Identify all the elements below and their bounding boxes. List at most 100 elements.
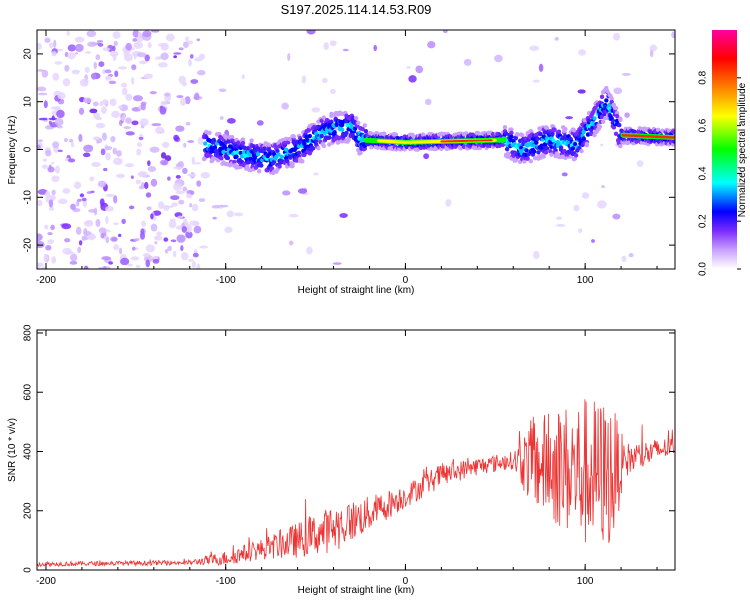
spectrogram-noise-blob — [105, 152, 111, 161]
spectrogram-noise-blob — [591, 239, 595, 243]
spectrogram-noise-blob — [313, 172, 319, 176]
spectrogram-noise-blob — [145, 244, 156, 253]
spectrogram-ytick-label: 0 — [23, 146, 34, 152]
snr-ytick-label: 400 — [23, 443, 34, 460]
spectrogram-noise-blob — [79, 193, 85, 198]
spectrogram-noise-blob — [47, 232, 53, 236]
spectrogram-noise-blob — [649, 49, 654, 58]
spectrogram-noise-blob — [138, 60, 148, 65]
snr-ylabel: SNR (10 * v/v) — [7, 418, 18, 482]
spectrogram-noise-blob — [160, 152, 167, 159]
spectrogram-band-blob — [262, 146, 267, 151]
spectrogram-noise-blob — [323, 42, 329, 51]
spectrogram-band-blob — [321, 115, 327, 120]
spectrogram-noise-blob — [612, 32, 621, 41]
spectrogram-noise-blob — [144, 181, 149, 189]
snr-xtick-label: -100 — [216, 576, 236, 587]
spectrogram-noise-blob — [193, 225, 202, 234]
spectrogram-noise-blob — [66, 30, 70, 37]
spectrogram-noise-blob — [50, 224, 55, 231]
spectrogram-noise-blob — [118, 66, 127, 70]
spectrogram-band-blob — [279, 154, 284, 160]
spectrogram-noise-blob — [332, 262, 342, 265]
spectrogram-noise-blob — [99, 198, 105, 207]
spectrogram-band-blob — [584, 141, 590, 147]
spectrogram-band-blob — [524, 148, 529, 153]
spectrogram-noise-blob — [51, 175, 60, 183]
spectrogram-noise-blob — [124, 163, 135, 168]
spectrogram-band-blob — [259, 163, 264, 168]
spectrogram-band-blob — [506, 154, 511, 159]
spectrogram-noise-blob — [83, 265, 89, 269]
snr-xtick-label: 0 — [403, 576, 409, 587]
colorbar-tick-label: 0.8 — [698, 70, 709, 84]
spectrogram-noise-blob — [427, 41, 436, 49]
spectrogram-noise-blob — [131, 77, 135, 85]
spectrogram-noise-blob — [415, 65, 424, 74]
spectrogram-noise-blob — [138, 136, 144, 140]
spectrogram-noise-blob — [445, 199, 452, 207]
spectrogram-band-blob — [275, 148, 280, 154]
spectrogram-noise-blob — [170, 239, 177, 243]
spectrogram-band-blob — [203, 141, 208, 146]
spectrogram-noise-blob — [51, 161, 55, 165]
spectrogram-band-blob — [245, 164, 250, 169]
spectrogram-band-blob — [219, 156, 224, 161]
spectrogram-band-blob — [276, 152, 281, 157]
spectrogram-noise-blob — [152, 258, 160, 264]
spectrogram-noise-blob — [533, 250, 540, 260]
spectrogram-noise-blob — [164, 249, 169, 254]
spectrogram-band-blob — [509, 130, 514, 136]
spectrogram-noise-blob — [172, 182, 182, 191]
spectrogram-noise-blob — [159, 159, 169, 166]
spectrogram-noise-blob — [256, 120, 264, 126]
spectrogram-noise-blob — [141, 182, 145, 188]
spectrogram-noise-blob — [45, 149, 52, 157]
spectrogram-noise-blob — [121, 87, 128, 96]
snr-ytick-label: 200 — [23, 502, 34, 519]
spectrogram-noise-blob — [62, 78, 71, 87]
spectrogram-noise-blob — [99, 101, 104, 107]
spectrogram-band-blob — [549, 152, 554, 157]
spectrogram-noise-blob — [48, 42, 54, 49]
spectrogram-noise-blob — [121, 218, 126, 225]
spectrogram-noise-blob — [199, 245, 209, 249]
spectrogram-noise-blob — [186, 224, 192, 233]
spectrogram-noise-blob — [109, 50, 119, 57]
spectrogram-band-blob — [249, 138, 254, 143]
spectrogram-noise-blob — [218, 88, 227, 93]
spectrogram-noise-blob — [149, 146, 160, 153]
spectrogram-noise-blob — [160, 101, 168, 106]
spectrogram-xtick-label: 0 — [403, 275, 409, 286]
spectrogram-band-blob — [538, 131, 543, 137]
spectrogram-noise-blob — [84, 51, 92, 54]
spectrogram-noise-blob — [121, 114, 126, 122]
spectrogram-band-blob — [234, 154, 239, 159]
spectrogram-noise-blob — [532, 79, 540, 83]
spectrogram-noise-blob — [112, 45, 116, 52]
spectrogram-band-blob — [544, 146, 550, 151]
spectrogram-band-blob — [534, 140, 539, 145]
spectrogram-band-blob — [513, 136, 518, 141]
spectrogram-noise-blob — [151, 123, 162, 127]
spectrogram-noise-blob — [241, 74, 245, 80]
spectrogram-band-blob — [552, 127, 557, 133]
spectrogram-noise-blob — [233, 212, 244, 217]
spectrogram-band-blob — [240, 137, 246, 142]
spectrogram-noise-blob — [189, 220, 200, 227]
spectrogram-noise-blob — [187, 140, 195, 143]
spectrogram-noise-blob — [110, 236, 118, 242]
spectrogram-noise-blob — [173, 52, 182, 55]
spectrogram-noise-blob — [54, 117, 64, 127]
spectrogram-noise-blob — [101, 132, 107, 141]
spectrogram-band-blob — [613, 105, 619, 111]
spectrogram-noise-blob — [463, 58, 472, 66]
spectrogram-noise-blob — [180, 245, 184, 252]
spectrogram-noise-blob — [72, 70, 81, 73]
spectrogram-noise-blob — [173, 166, 183, 170]
spectrogram-noise-blob — [95, 54, 101, 61]
spectrogram-noise-blob — [91, 161, 101, 167]
spectrogram-noise-blob — [198, 198, 206, 202]
spectrogram-noise-blob — [136, 148, 142, 156]
spectrogram-noise-blob — [147, 160, 151, 167]
